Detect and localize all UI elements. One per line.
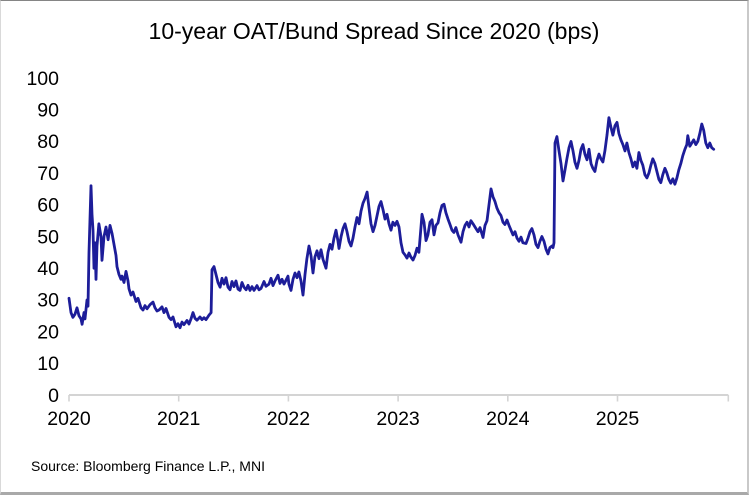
y-tick-label: 80 <box>37 131 59 153</box>
x-tick-label: 2023 <box>376 408 419 430</box>
x-tick-label: 2024 <box>486 408 530 430</box>
chart-title: 10-year OAT/Bund Spread Since 2020 (bps) <box>148 18 600 44</box>
y-tick-label: 60 <box>37 195 59 217</box>
y-tick-label: 30 <box>37 290 59 312</box>
spread-line <box>67 116 716 330</box>
x-tick-label: 2025 <box>596 408 640 430</box>
y-tick-label: 100 <box>26 68 59 90</box>
x-tick-label: 2020 <box>47 408 91 430</box>
y-tick-label: 10 <box>37 353 59 375</box>
y-tick-label: 90 <box>37 100 59 122</box>
y-tick-label: 70 <box>37 163 59 185</box>
x-tick-label: 2021 <box>157 408 200 430</box>
x-tick-label: 2022 <box>267 408 310 430</box>
y-tick-label: 40 <box>37 258 59 280</box>
y-tick-label: 0 <box>48 385 59 407</box>
y-tick-label: 50 <box>37 226 59 248</box>
source-note: Source: Bloomberg Finance L.P., MNI <box>31 458 265 474</box>
y-tick-label: 20 <box>37 321 59 343</box>
